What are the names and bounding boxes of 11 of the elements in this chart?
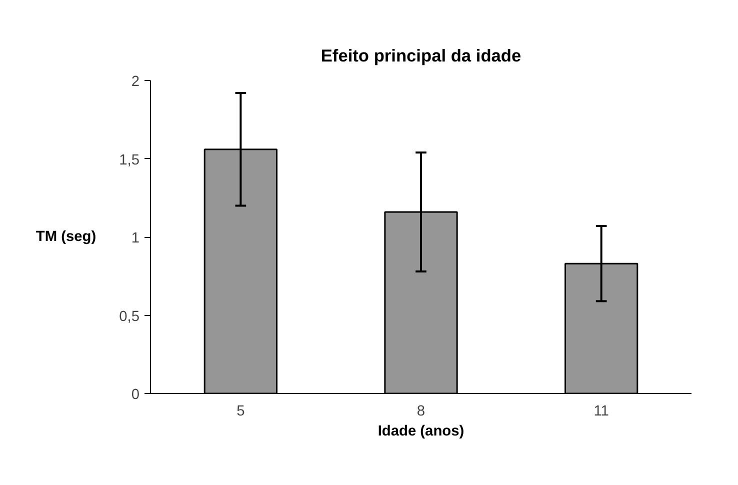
chart-title: Efeito principal da idade (320, 46, 522, 66)
x-axis-title: Idade (anos) (378, 424, 464, 440)
y-tick-label: 1,5 (119, 152, 140, 168)
y-tick-label: 0,5 (119, 308, 140, 325)
y-tick-label: 2 (131, 74, 140, 90)
y-axis-title: TM (seg) (36, 229, 96, 245)
x-tick-label: 11 (594, 404, 609, 420)
y-tick-label: 1 (131, 230, 140, 246)
x-tick-label: 5 (236, 404, 245, 420)
y-tick-label: 0 (131, 387, 140, 403)
x-tick-label: 8 (416, 404, 426, 420)
